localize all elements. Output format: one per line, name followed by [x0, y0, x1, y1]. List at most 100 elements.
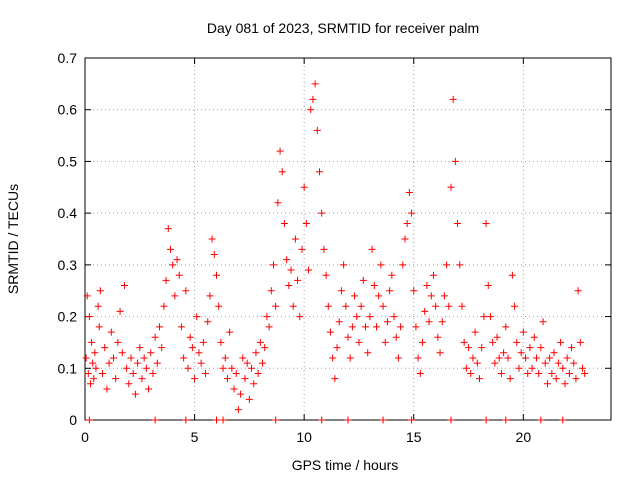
data-point	[403, 219, 411, 227]
data-point	[388, 271, 396, 279]
data-point	[511, 302, 519, 310]
data-point	[480, 313, 488, 321]
data-point	[269, 261, 277, 269]
data-point	[202, 369, 210, 377]
data-point	[107, 328, 115, 336]
data-point	[460, 338, 468, 346]
data-point	[197, 359, 205, 367]
data-point	[537, 344, 545, 352]
data-point	[169, 261, 177, 269]
data-point	[219, 364, 227, 372]
data-point	[346, 354, 354, 362]
data-point	[502, 323, 510, 331]
data-point	[305, 266, 313, 274]
data-point	[344, 333, 352, 341]
data-point	[250, 380, 258, 388]
data-point	[91, 349, 99, 357]
data-point	[368, 245, 376, 253]
data-point	[206, 292, 214, 300]
data-point	[530, 333, 538, 341]
data-point	[92, 364, 100, 372]
data-point	[539, 318, 547, 326]
data-point	[151, 333, 159, 341]
data-point	[193, 313, 201, 321]
data-point	[239, 354, 247, 362]
data-point	[456, 261, 464, 269]
data-point	[263, 313, 271, 321]
data-point	[173, 256, 181, 264]
data-point	[561, 380, 569, 388]
data-point	[86, 380, 94, 388]
data-point	[142, 364, 150, 372]
data-point	[140, 354, 148, 362]
data-point	[329, 354, 337, 362]
data-point	[362, 323, 370, 331]
data-point	[548, 369, 556, 377]
x-axis-tick-labels: 0 5 10 15 20	[81, 429, 531, 445]
data-point	[493, 333, 501, 341]
data-point	[318, 416, 326, 424]
data-point	[272, 416, 280, 424]
data-point	[186, 333, 194, 341]
data-point	[337, 287, 345, 295]
y-tick-label: 0.5	[58, 153, 78, 169]
data-point	[298, 245, 306, 253]
data-point	[245, 395, 253, 403]
data-point	[184, 364, 192, 372]
data-point	[116, 307, 124, 315]
data-point	[408, 209, 416, 217]
data-point	[215, 302, 223, 310]
data-point	[355, 338, 363, 346]
data-point	[208, 235, 216, 243]
data-point	[267, 287, 275, 295]
data-point	[278, 168, 286, 176]
data-point	[419, 338, 427, 346]
data-point	[156, 323, 164, 331]
data-point	[563, 354, 571, 362]
data-point	[272, 302, 280, 310]
x-tick-label: 20	[516, 429, 532, 445]
data-point	[447, 183, 455, 191]
data-point	[429, 271, 437, 279]
data-point	[217, 338, 225, 346]
data-point	[82, 354, 90, 362]
data-point	[438, 318, 446, 326]
data-point	[259, 359, 267, 367]
data-point	[526, 344, 534, 352]
data-point	[160, 302, 168, 310]
data-point	[425, 318, 433, 326]
data-point	[241, 375, 249, 383]
data-point	[557, 338, 565, 346]
data-point	[322, 271, 330, 279]
data-point	[313, 126, 321, 134]
data-point	[294, 276, 302, 284]
data-point	[568, 344, 576, 352]
data-point	[83, 292, 91, 300]
data-point	[188, 344, 196, 352]
data-point	[504, 354, 512, 362]
data-point	[302, 219, 310, 227]
data-point	[379, 302, 387, 310]
data-point	[171, 292, 179, 300]
data-point	[151, 416, 159, 424]
data-point	[204, 318, 212, 326]
data-point	[94, 302, 102, 310]
data-point	[307, 106, 315, 114]
data-point	[440, 292, 448, 300]
data-point	[401, 235, 409, 243]
data-point	[570, 359, 578, 367]
data-point	[508, 271, 516, 279]
data-point	[136, 344, 144, 352]
y-tick-label: 0.6	[58, 102, 78, 118]
data-point	[579, 364, 587, 372]
data-point	[344, 416, 352, 424]
data-point	[370, 282, 378, 290]
data-point	[500, 349, 508, 357]
data-point	[103, 385, 111, 393]
data-point	[390, 313, 398, 321]
data-point	[581, 369, 589, 377]
data-point	[340, 261, 348, 269]
data-point	[351, 292, 359, 300]
data-point	[519, 328, 527, 336]
data-point	[353, 313, 361, 321]
